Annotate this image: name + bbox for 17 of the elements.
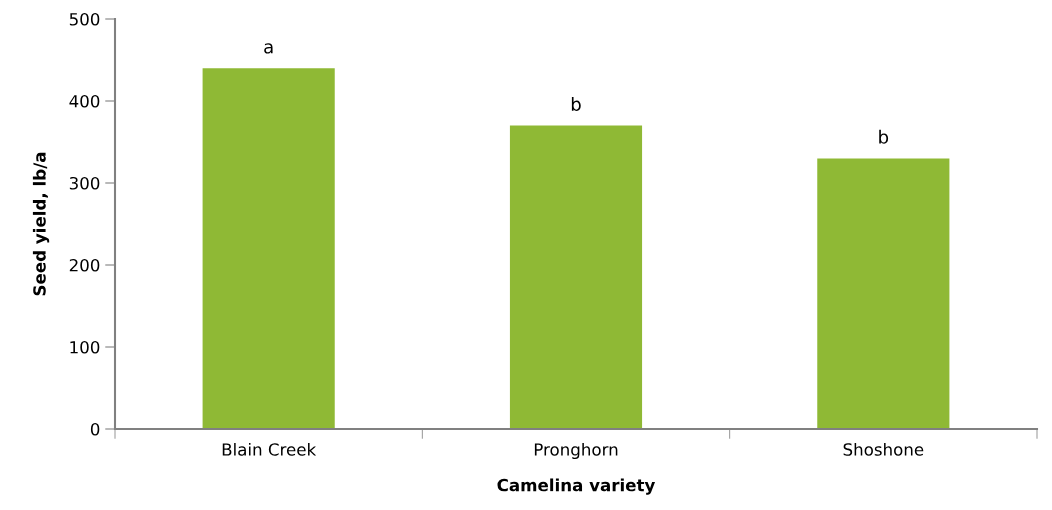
annotation: b: [879, 129, 889, 144]
y-tick-label: 100: [70, 340, 100, 354]
x-tick-label: Shoshone: [843, 442, 924, 456]
x-axis-title: Camelina variety: [497, 478, 656, 495]
y-tick-label: 500: [69, 12, 100, 26]
y-tick-label: 200: [69, 258, 100, 272]
x-tick-label: Pronghorn: [534, 442, 618, 460]
y-tick-label: 400: [69, 94, 100, 108]
bar: [509, 125, 643, 429]
bar: [202, 68, 335, 429]
bar: [817, 158, 950, 429]
y-tick-label: 300: [69, 176, 100, 190]
annotation: a: [264, 43, 273, 54]
y-tick-label: 0: [90, 422, 100, 436]
y-axis-title: Seed yield, lb/a: [32, 152, 50, 296]
x-tick-label: Blain Creek: [222, 442, 317, 456]
annotation: b: [571, 97, 581, 111]
